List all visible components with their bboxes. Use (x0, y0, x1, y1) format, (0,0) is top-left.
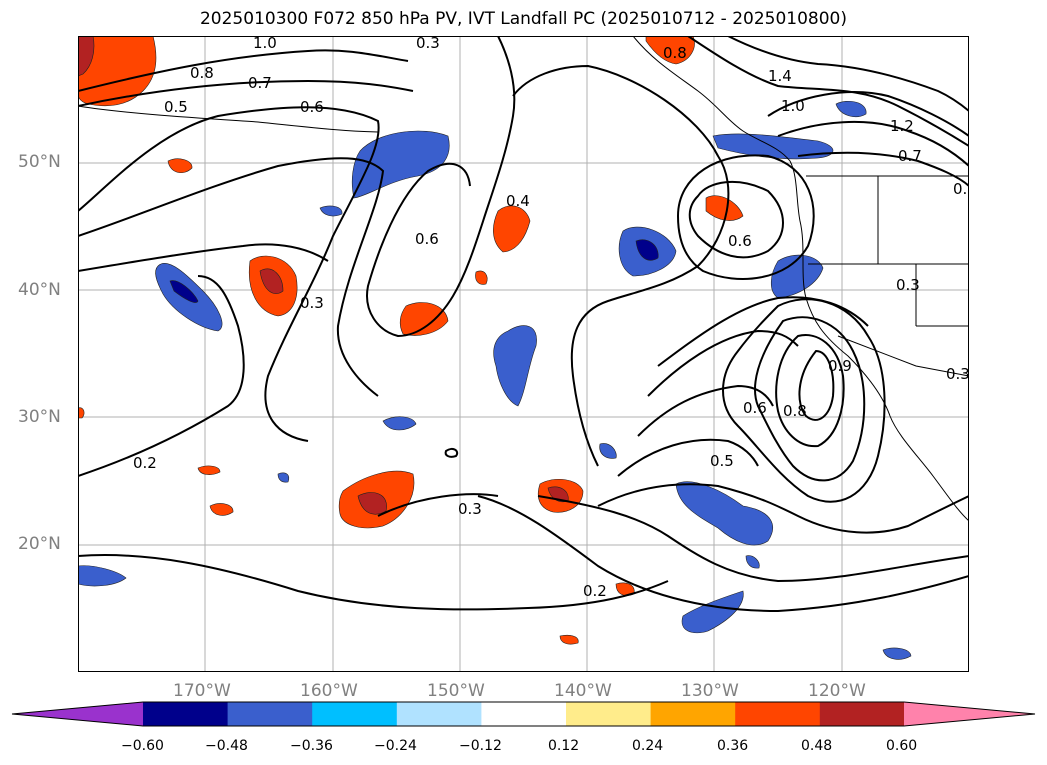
lat-label: 30°N (18, 407, 61, 427)
pv-blob-neg (319, 205, 343, 217)
colorbar-segment (312, 702, 398, 726)
contour-label: 0.5 (164, 98, 188, 116)
contour-label: 1.0 (253, 36, 277, 52)
map-panel: 1.0 0.8 0.7 0.6 0.5 0.8 1.4 1.0 1.2 0.7 … (78, 36, 969, 672)
colorbar-extend-low (12, 702, 143, 726)
colorbar-tick: −0.12 (459, 738, 502, 754)
contour-label: 0.8 (190, 64, 214, 82)
contour-label: 0.6 (300, 98, 324, 116)
contour-label: 1.4 (768, 67, 792, 85)
colorbar-segment (143, 702, 229, 726)
positive-pv-anomalies (78, 36, 744, 645)
pv-blob-pos (78, 407, 85, 419)
colorbar-tick: −0.60 (121, 738, 164, 754)
contour-label: 1.0 (781, 97, 805, 115)
pv-blob-pos (399, 302, 449, 336)
contour-label: 0.7 (248, 74, 272, 92)
lon-label: 170°W (173, 681, 231, 701)
contour-label: 0.2 (133, 454, 157, 472)
colorbar-segment (227, 702, 313, 726)
colorbar-tick: 0.60 (886, 738, 918, 754)
contour-label: 0.6 (953, 180, 969, 198)
colorbar-segment (650, 702, 736, 726)
lat-label: 50°N (18, 152, 61, 172)
lon-label: 160°W (300, 681, 358, 701)
colorbar-tick: −0.48 (205, 738, 248, 754)
lon-label: 130°W (681, 681, 739, 701)
pv-blob-pos (559, 634, 579, 645)
contour-label: 0.4 (506, 192, 530, 210)
pv-blob-pos (493, 205, 531, 253)
contour-label: 0.3 (946, 365, 969, 383)
contour-label: 0.3 (416, 36, 440, 52)
contour-label: 0.3 (300, 294, 324, 312)
map-title: 2025010300 F072 850 hPa PV, IVT Landfall… (199, 9, 847, 29)
contour-label: 1.2 (890, 117, 914, 135)
contour-label: 0.3 (896, 276, 920, 294)
gridlines (78, 36, 969, 672)
colorbar-tick: 0.12 (548, 738, 580, 754)
pv-blob-neg (770, 254, 824, 299)
contour-label: 0.8 (663, 44, 687, 62)
pv-blob-neg (681, 590, 744, 634)
pv-blob-neg (882, 647, 912, 660)
contour-label: 0.3 (458, 500, 482, 518)
colorbar-extend-high (904, 702, 1035, 726)
contour-label: 0.9 (828, 357, 852, 375)
contour-label: 0.7 (898, 147, 922, 165)
pv-blob-pos (197, 465, 221, 475)
pv-blob-pos (645, 36, 695, 65)
colorbar-tick: 0.24 (632, 738, 664, 754)
colorbar-tick: −0.24 (374, 738, 417, 754)
pv-blob-neg (78, 565, 127, 587)
pv-blob-neg (675, 481, 773, 546)
lat-label: 20°N (18, 534, 61, 554)
negative-pv-anomalies (78, 101, 912, 660)
contour-label: 0.6 (728, 232, 752, 250)
pv-blob-neg (382, 416, 417, 431)
contour-label: 0.2 (583, 582, 607, 600)
colorbar-tick: 0.36 (717, 738, 749, 754)
colorbar-tick: −0.36 (290, 738, 333, 754)
lon-label: 120°W (808, 681, 866, 701)
lon-label: 140°W (554, 681, 612, 701)
pv-blob-pos (209, 503, 234, 516)
colorbar-segment (819, 702, 905, 726)
pv-blob-neg (835, 101, 867, 117)
pv-blob-pos (475, 270, 488, 285)
pv-blob-neg (745, 555, 760, 569)
pv-blob-neg (277, 472, 290, 483)
contour-lines (78, 36, 969, 613)
lat-label: 40°N (18, 280, 61, 300)
contour-label: 0.5 (710, 452, 734, 470)
colorbar-segment (481, 702, 567, 726)
colorbar-segment (396, 702, 482, 726)
pv-blob-neg (493, 325, 537, 407)
pv-blob-pos (705, 195, 744, 221)
pv-blob-neg (351, 130, 450, 199)
lon-label: 150°W (427, 681, 485, 701)
contour-label: 0.6 (415, 230, 439, 248)
colorbar-segment (735, 702, 821, 726)
coastlines (78, 36, 969, 522)
colorbar-segment (566, 702, 652, 726)
pv-blob-neg (599, 443, 617, 459)
pv-blob-pos (167, 158, 193, 174)
colorbar (11, 701, 1036, 727)
contour-label: 0.6 (743, 399, 767, 417)
colorbar-tick: 0.48 (801, 738, 833, 754)
contour-label: 0.8 (783, 402, 807, 420)
